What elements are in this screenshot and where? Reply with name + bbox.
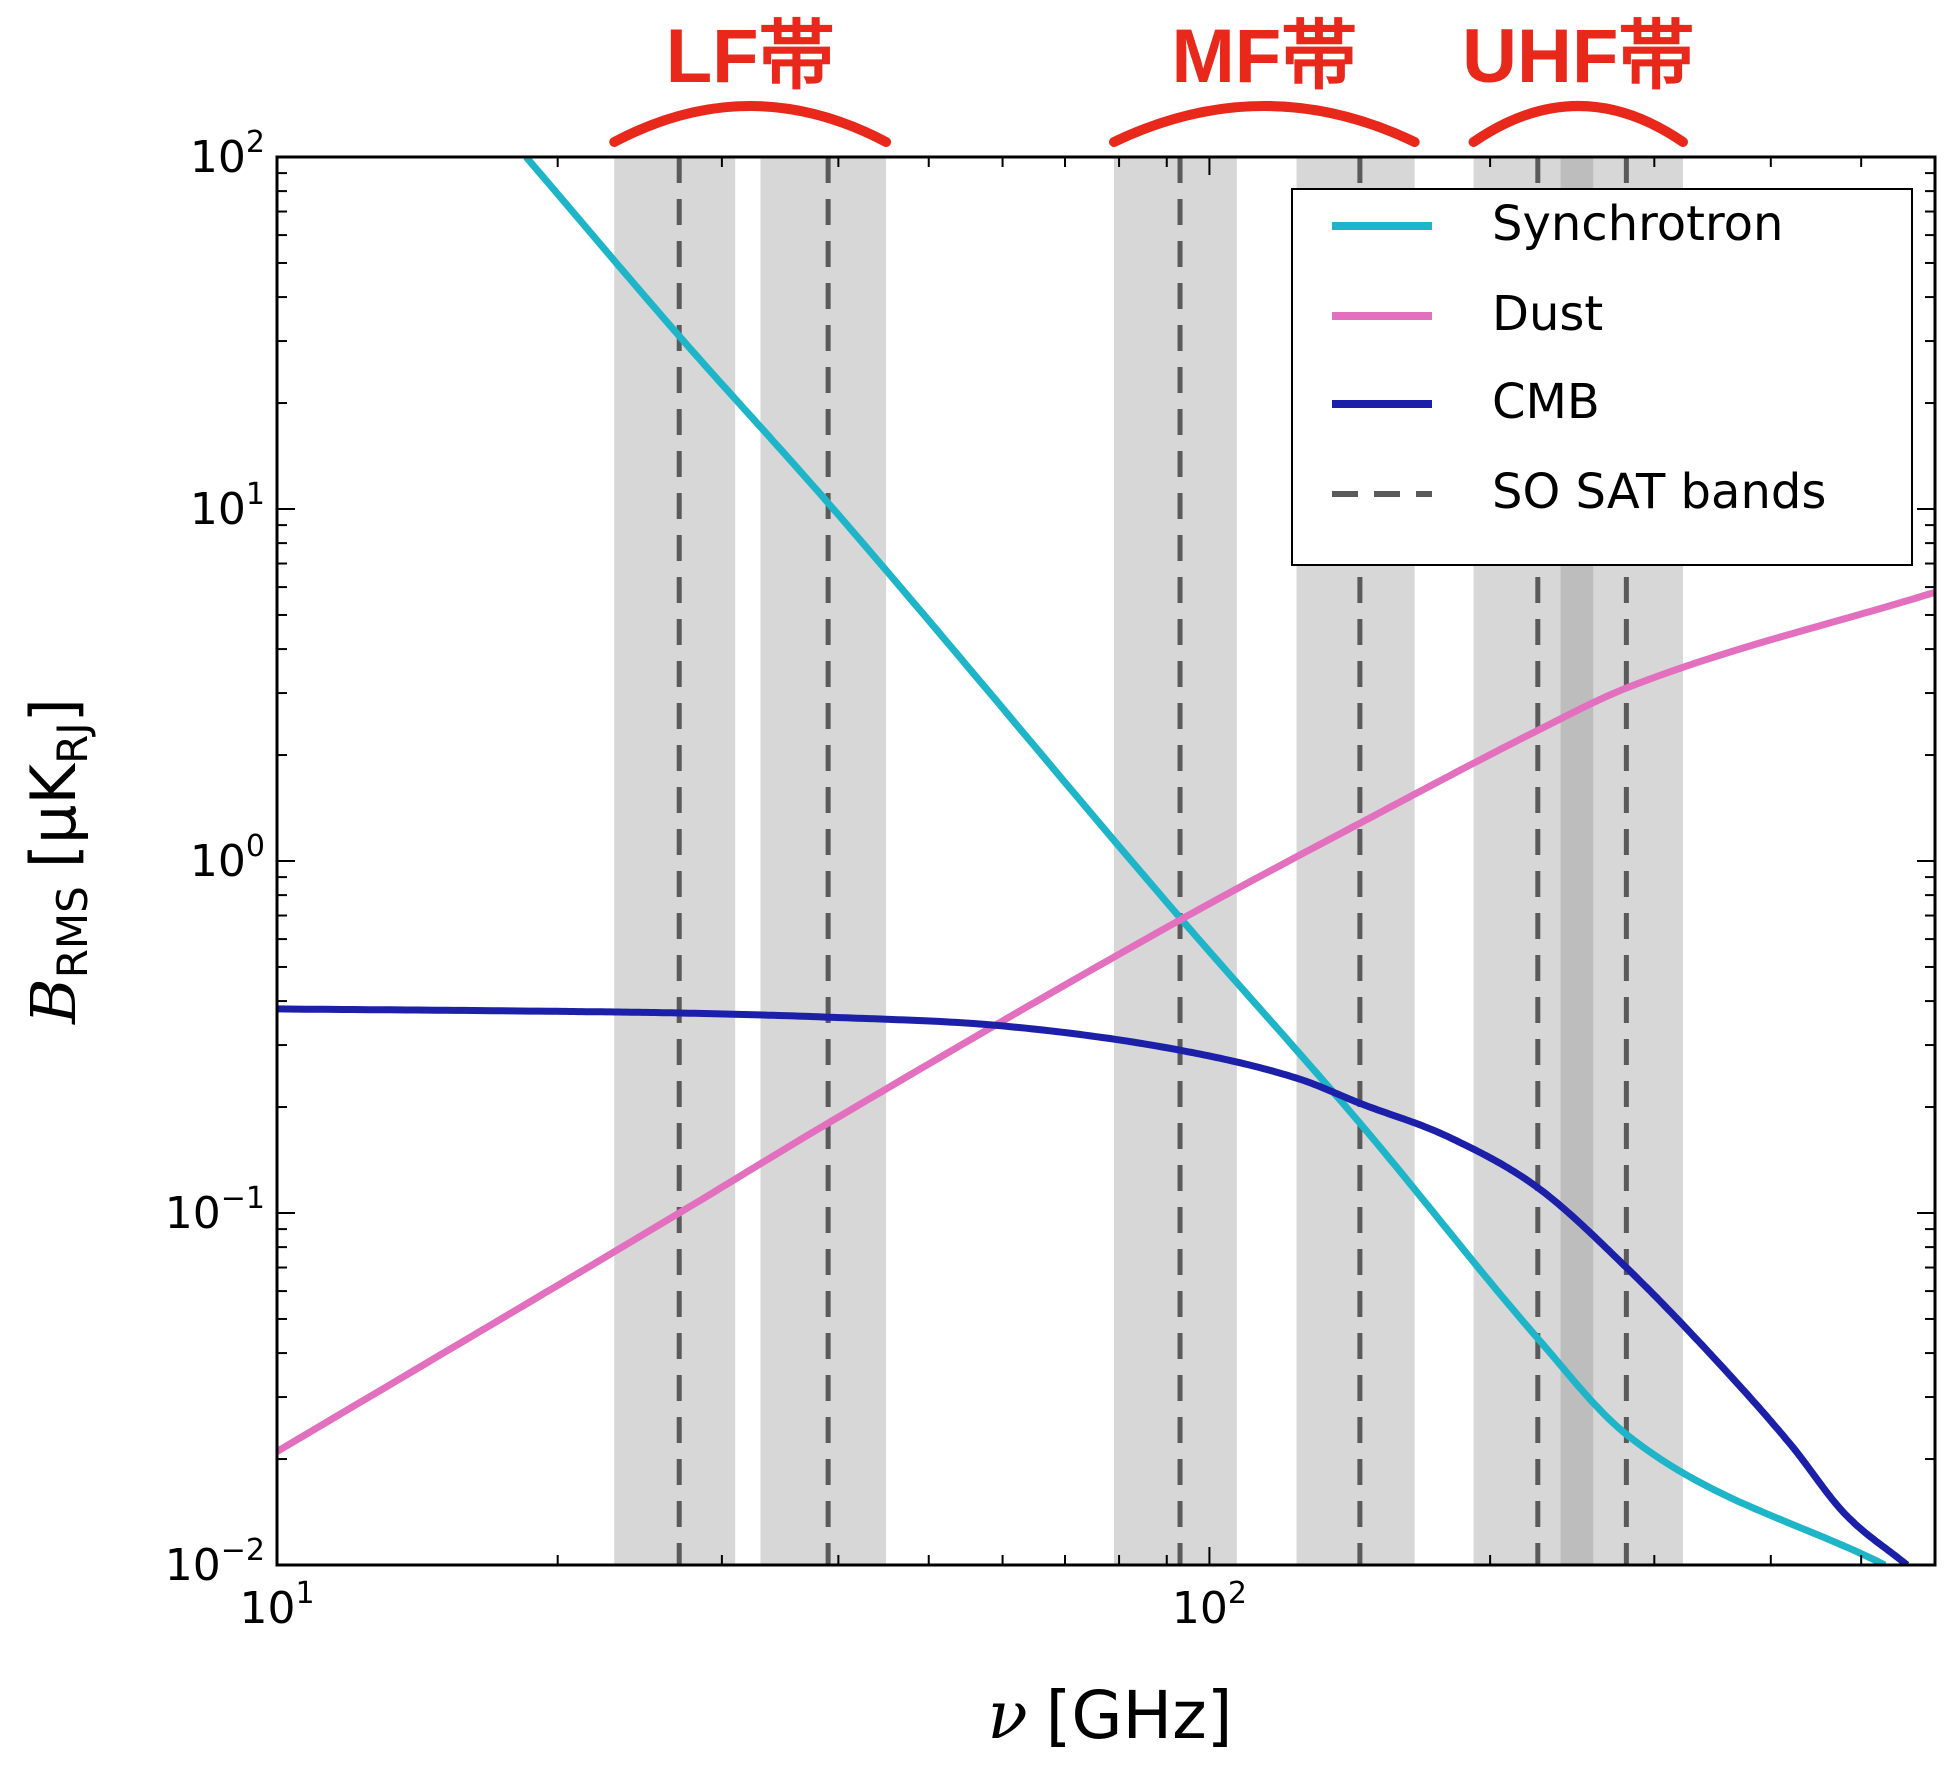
y-tick-label: 100 [190,829,265,887]
x-tick-label: 102 [1172,1576,1247,1634]
band-group-arc [609,101,892,147]
legend-label-3: CMB [1492,374,1600,430]
y-tick-label: 10−2 [165,1533,265,1591]
band-group-label: UHF帯 [1462,14,1694,99]
band-group-annotations: LF帯 MF帯 UHF帯 [609,14,1694,147]
band-group-arc [1468,101,1688,147]
series-line-synchrotron [523,157,1887,1565]
y-axis-title: BRMS[μKRJ] [17,698,97,1025]
axis-labels: 101 102 102 101 100 10−1 10−2 [165,125,1247,1634]
legend: Synchrotron Dust CMB SO SAT bands [1291,188,1913,566]
y-tick-label: 10−1 [165,1181,265,1239]
legend-box [1291,188,1913,566]
band-group-label: LF帯 [666,14,835,99]
series-line-cmb [277,1005,1910,1565]
x-tick-label: 101 [239,1576,314,1634]
x-axis-title: ν [GHz] [987,1677,1232,1754]
band-shade-27 [614,157,736,1565]
axis-ticks [276,156,1936,1566]
band-group-arc [1108,101,1420,147]
legend-label-4: SO SAT bands [1492,464,1826,520]
series-layer [277,157,1935,1565]
y-tick-label: 102 [190,125,265,183]
series-line-dust [277,588,1935,1455]
legend-label-1: Synchrotron [1492,196,1783,252]
band-shade-39 [760,157,887,1565]
band-group-label: MF帯 [1171,14,1357,99]
legend-label-2: Dust [1492,286,1603,342]
y-tick-label: 101 [190,477,265,535]
